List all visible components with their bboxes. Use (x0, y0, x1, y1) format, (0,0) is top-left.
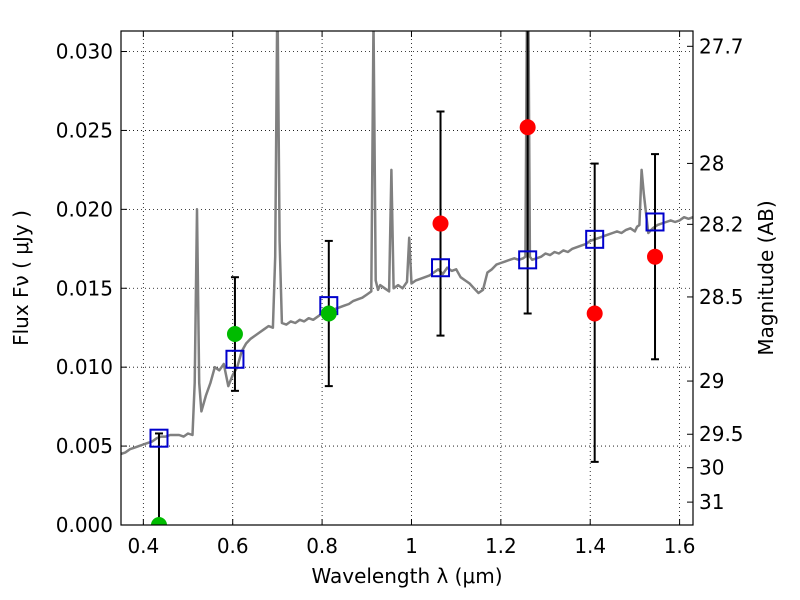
model-photometry-point (431, 258, 451, 278)
y-tick-label: 0.005 (56, 434, 113, 458)
plot-area (121, 31, 693, 525)
green-data-point (226, 326, 243, 343)
right-tick-label: 27.7 (699, 34, 744, 58)
model-photometry-point (518, 250, 538, 270)
green-data-point (150, 517, 167, 525)
y-tick-label: 0.020 (56, 197, 113, 221)
y-tick-label: 0.010 (56, 355, 113, 379)
model-photometry-point (645, 212, 665, 232)
green-data-point (320, 305, 337, 322)
red-data-point (647, 248, 664, 265)
model-photometry-point (225, 349, 245, 369)
y-tick-label: 0.030 (56, 40, 113, 64)
x-axis-title: Wavelength λ (μm) (311, 564, 502, 588)
right-tick-label: 28 (699, 151, 724, 175)
x-tick-label: 0.4 (127, 534, 159, 558)
right-tick-label: 28.5 (699, 285, 744, 309)
x-tick-label: 1.4 (574, 534, 606, 558)
x-tick-label: 0.8 (306, 534, 338, 558)
right-tick-label: 29 (699, 369, 724, 393)
x-tick-label: 0.6 (217, 534, 249, 558)
red-data-point (586, 305, 603, 322)
axis-ticks: 0.4 0.6 0.8 1 1.2 1.4 1.6 0.000 0.005 0.010 0.015 0… (56, 31, 744, 558)
plot-frame (120, 30, 694, 526)
x-tick-label: 1.6 (664, 534, 696, 558)
right-tick-label: 31 (699, 490, 724, 514)
y-tick-label: 0.015 (56, 276, 113, 300)
right-tick-label: 30 (699, 456, 724, 480)
y-tick-label: 0.025 (56, 118, 113, 142)
red-data-point (519, 119, 536, 136)
right-tick-label: 29.5 (699, 422, 744, 446)
x-tick-label: 1.2 (485, 534, 517, 558)
y-tick-label: 0.000 (56, 513, 113, 537)
model-photometry-point (585, 229, 605, 249)
spectrum-line (121, 31, 693, 456)
right-tick-label: 28.2 (699, 212, 744, 236)
y-axis-title: Flux Fν ( μJy ) (9, 210, 33, 346)
y-axis-right-title: Magnitude (AB) (754, 200, 778, 355)
x-tick-label: 1 (405, 534, 418, 558)
model-photometry-point (149, 428, 169, 448)
red-data-point (432, 215, 449, 232)
